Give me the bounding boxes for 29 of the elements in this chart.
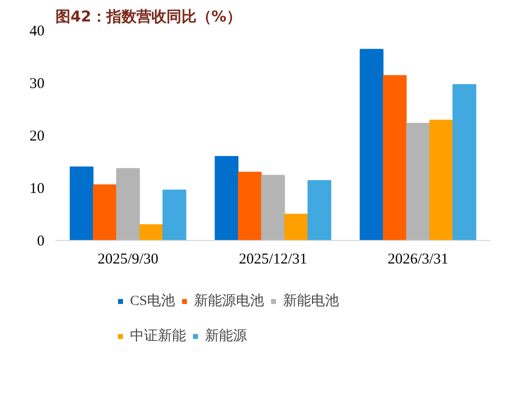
x-tick-label: 2026/3/31: [388, 252, 448, 268]
x-tick-label: 2025/9/30: [98, 252, 158, 268]
bar: [162, 190, 186, 240]
chart-title: 图42：指数营收同比（%）: [56, 8, 242, 26]
bar: [429, 120, 454, 240]
y-tick-label: 40: [30, 24, 44, 40]
bar: [214, 156, 238, 240]
bar: [238, 172, 262, 240]
bar: [116, 168, 140, 240]
legend-label: 新能源: [205, 327, 247, 345]
bar: [382, 75, 407, 240]
bar: [284, 214, 308, 240]
legend-label: 新能电池: [283, 292, 340, 310]
bar: [92, 184, 117, 240]
bar: [360, 48, 384, 240]
legend-label: 新能源电池: [194, 292, 264, 310]
bar: [139, 224, 164, 240]
bar: [261, 174, 285, 240]
y-tick-label: 0: [37, 234, 44, 250]
x-tick-label: 2025/12/31: [238, 252, 308, 268]
legend-label: CS电池: [130, 292, 176, 310]
bar: [406, 122, 430, 240]
y-tick-label: 20: [30, 128, 44, 144]
y-tick-label: 10: [30, 181, 44, 197]
bar: [452, 84, 476, 240]
legend-label: 中证新能: [130, 327, 186, 345]
y-tick-label: 30: [30, 76, 44, 92]
bar: [70, 166, 94, 240]
bar: [308, 180, 332, 240]
